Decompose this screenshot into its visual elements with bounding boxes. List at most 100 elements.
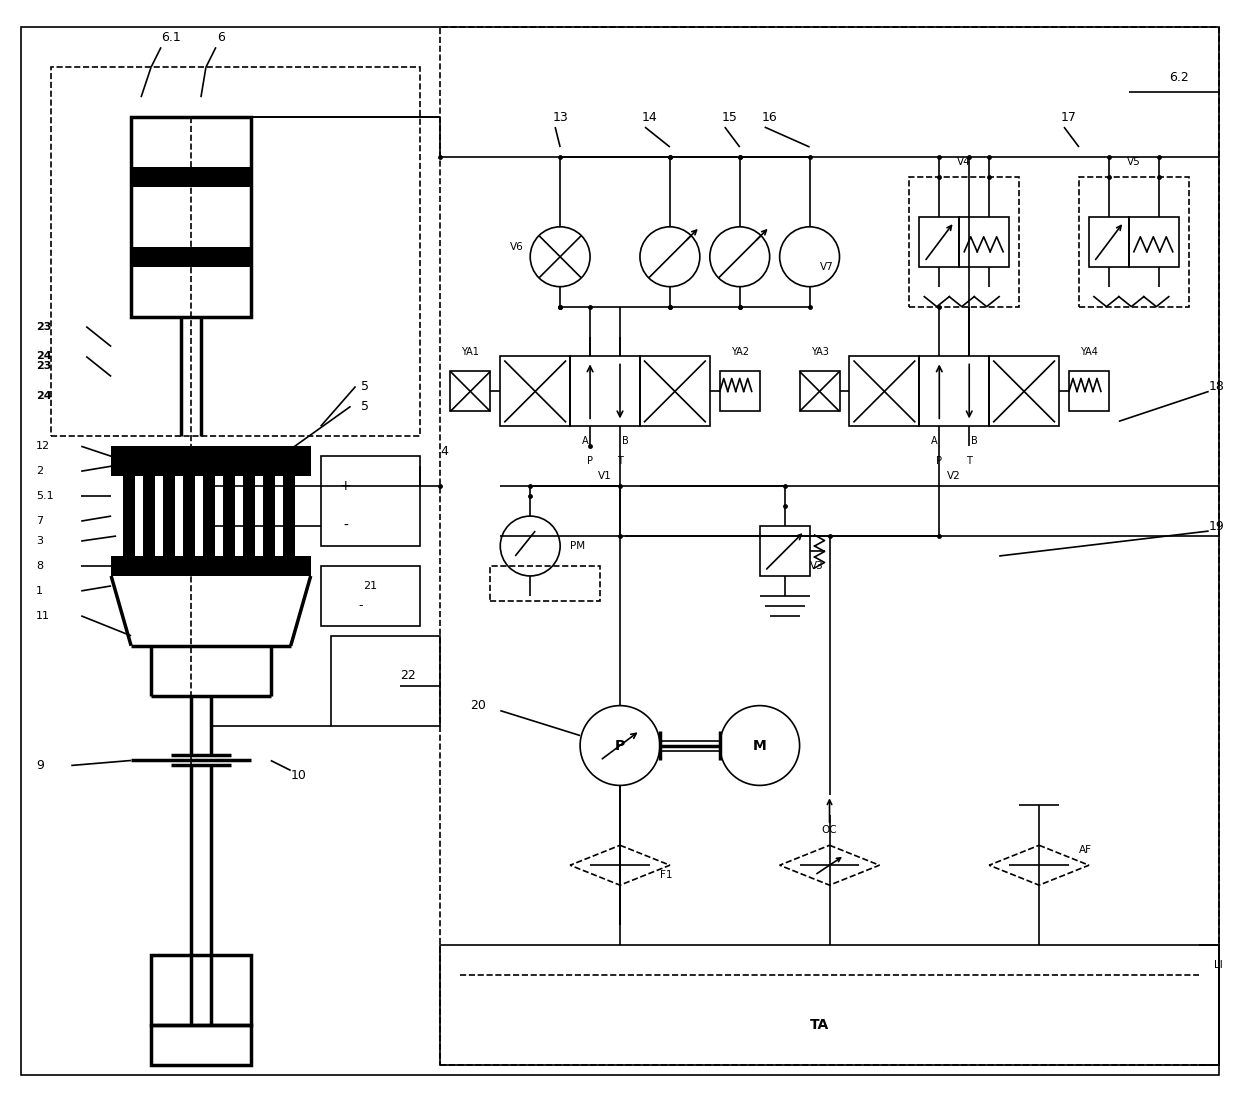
Text: YA1: YA1 bbox=[461, 346, 480, 356]
Text: 20: 20 bbox=[470, 699, 486, 712]
Bar bbox=[143, 477, 155, 556]
Bar bbox=[719, 372, 760, 411]
Bar bbox=[162, 477, 175, 556]
Text: 5: 5 bbox=[361, 400, 368, 413]
Text: V2: V2 bbox=[947, 471, 961, 481]
Text: 8: 8 bbox=[36, 561, 43, 571]
Text: AF: AF bbox=[1079, 845, 1092, 855]
Text: LI: LI bbox=[1214, 960, 1223, 970]
Bar bbox=[1128, 217, 1179, 267]
Bar bbox=[1069, 372, 1109, 411]
Bar bbox=[131, 167, 250, 187]
Bar bbox=[500, 356, 570, 426]
Text: 4: 4 bbox=[440, 445, 449, 458]
Text: 12: 12 bbox=[36, 441, 51, 451]
Bar bbox=[151, 954, 250, 1025]
Text: 16: 16 bbox=[761, 111, 777, 124]
Bar bbox=[909, 177, 1019, 306]
Text: 18: 18 bbox=[1209, 380, 1225, 393]
Bar bbox=[570, 356, 640, 426]
Text: V5: V5 bbox=[1127, 157, 1141, 167]
Text: V6: V6 bbox=[510, 242, 525, 252]
Text: 24: 24 bbox=[36, 392, 52, 401]
Text: +: + bbox=[340, 479, 351, 493]
Text: P: P bbox=[615, 739, 625, 752]
Text: 6.1: 6.1 bbox=[161, 31, 181, 44]
Text: 10: 10 bbox=[290, 769, 306, 782]
Bar bbox=[131, 247, 250, 267]
Text: 11: 11 bbox=[36, 611, 51, 620]
Text: 22: 22 bbox=[401, 669, 417, 682]
Text: 23: 23 bbox=[36, 362, 52, 372]
Text: YA3: YA3 bbox=[811, 346, 828, 356]
Text: 24: 24 bbox=[36, 352, 52, 362]
Bar bbox=[112, 446, 311, 477]
Text: TA: TA bbox=[810, 1018, 830, 1032]
Text: V4: V4 bbox=[957, 157, 971, 167]
Text: 9: 9 bbox=[36, 759, 45, 772]
Bar bbox=[151, 1025, 250, 1065]
Bar bbox=[640, 356, 709, 426]
Text: 2: 2 bbox=[36, 467, 43, 477]
Text: 19: 19 bbox=[1209, 520, 1224, 533]
Text: T: T bbox=[618, 457, 622, 467]
Bar bbox=[184, 477, 195, 556]
Bar bbox=[1079, 177, 1189, 306]
Bar bbox=[51, 67, 420, 436]
Text: B: B bbox=[621, 436, 629, 447]
Bar bbox=[800, 372, 839, 411]
Text: 21: 21 bbox=[363, 581, 378, 591]
Text: P: P bbox=[936, 457, 942, 467]
Bar bbox=[123, 477, 135, 556]
Text: V7: V7 bbox=[820, 262, 833, 272]
Bar bbox=[223, 477, 234, 556]
Text: V3: V3 bbox=[810, 561, 823, 571]
Text: P: P bbox=[587, 457, 593, 467]
Text: F1: F1 bbox=[660, 870, 672, 880]
Bar bbox=[960, 217, 1009, 267]
Bar bbox=[203, 477, 215, 556]
Bar bbox=[760, 526, 810, 576]
Bar bbox=[331, 636, 440, 726]
Text: 5: 5 bbox=[361, 380, 368, 393]
Bar bbox=[263, 477, 275, 556]
Bar bbox=[131, 117, 250, 316]
Text: 1: 1 bbox=[36, 586, 43, 596]
Text: B: B bbox=[971, 436, 977, 447]
Text: 14: 14 bbox=[642, 111, 657, 124]
Bar bbox=[321, 566, 420, 626]
Bar bbox=[440, 945, 1219, 1065]
Bar bbox=[440, 28, 1219, 1065]
Bar bbox=[919, 356, 990, 426]
Bar bbox=[243, 477, 254, 556]
Text: V1: V1 bbox=[598, 471, 611, 481]
Text: 7: 7 bbox=[36, 517, 43, 526]
Bar bbox=[450, 372, 490, 411]
Bar bbox=[990, 356, 1059, 426]
Bar bbox=[283, 477, 295, 556]
Bar bbox=[490, 566, 600, 601]
Text: 23: 23 bbox=[36, 322, 52, 332]
Text: YA2: YA2 bbox=[730, 346, 749, 356]
Text: -: - bbox=[343, 519, 348, 533]
Text: 5.1: 5.1 bbox=[36, 491, 53, 501]
Text: 3: 3 bbox=[36, 536, 43, 546]
Text: T: T bbox=[966, 457, 972, 467]
Text: 6: 6 bbox=[217, 31, 224, 44]
Bar bbox=[321, 457, 420, 546]
Bar bbox=[919, 217, 960, 267]
Text: 15: 15 bbox=[722, 111, 738, 124]
Text: M: M bbox=[753, 739, 766, 752]
Bar bbox=[849, 356, 919, 426]
Text: OC: OC bbox=[822, 825, 837, 835]
Text: 6.2: 6.2 bbox=[1169, 71, 1189, 84]
Text: YA4: YA4 bbox=[1080, 346, 1097, 356]
Text: A: A bbox=[931, 436, 937, 447]
Text: PM: PM bbox=[570, 541, 585, 551]
Text: -: - bbox=[358, 599, 363, 613]
Text: 13: 13 bbox=[552, 111, 568, 124]
Bar bbox=[1089, 217, 1128, 267]
Text: A: A bbox=[582, 436, 589, 447]
Bar bbox=[112, 556, 311, 576]
Text: 17: 17 bbox=[1061, 111, 1076, 124]
